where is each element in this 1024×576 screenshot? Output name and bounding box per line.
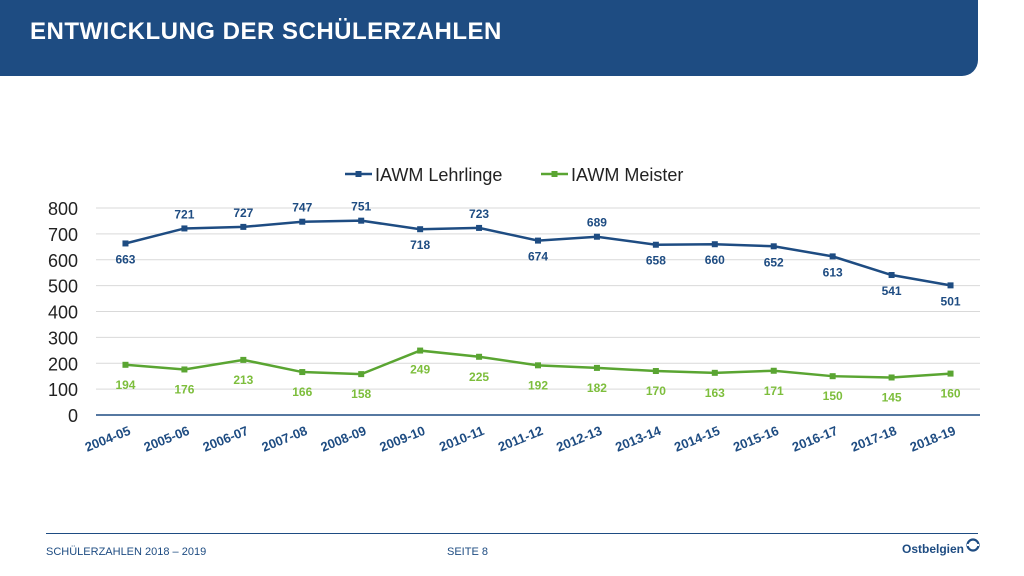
x-tick-label: 2018-19 bbox=[908, 423, 958, 455]
x-tick-label: 2007-08 bbox=[260, 423, 310, 455]
data-point bbox=[593, 233, 600, 240]
data-point bbox=[829, 373, 836, 380]
y-tick-label: 600 bbox=[48, 251, 78, 271]
legend-label: IAWM Meister bbox=[571, 165, 683, 185]
data-point bbox=[947, 282, 954, 289]
data-point bbox=[947, 370, 954, 377]
data-label: 160 bbox=[941, 387, 961, 401]
data-point bbox=[181, 225, 188, 232]
x-tick-label: 2011-12 bbox=[496, 423, 545, 455]
data-label: 663 bbox=[115, 252, 135, 266]
data-point bbox=[299, 218, 306, 225]
data-label: 718 bbox=[410, 238, 430, 252]
data-label: 249 bbox=[410, 363, 430, 377]
data-point bbox=[593, 364, 600, 371]
page-title: ENTWICKLUNG DER SCHÜLERZAHLEN bbox=[30, 18, 502, 45]
data-label: 660 bbox=[705, 253, 725, 267]
data-point bbox=[535, 237, 541, 244]
data-label: 652 bbox=[764, 255, 784, 269]
data-point bbox=[476, 224, 483, 231]
data-point bbox=[652, 368, 659, 375]
data-point bbox=[888, 272, 895, 279]
data-point bbox=[240, 223, 247, 230]
x-tick-label: 2016-17 bbox=[790, 423, 840, 455]
data-label: 541 bbox=[882, 284, 902, 298]
data-label: 170 bbox=[646, 384, 666, 398]
data-label: 171 bbox=[764, 384, 784, 398]
data-label: 145 bbox=[882, 390, 902, 404]
data-label: 150 bbox=[823, 389, 843, 403]
data-label: 751 bbox=[351, 200, 371, 214]
data-point bbox=[888, 374, 895, 381]
data-label: 721 bbox=[174, 207, 194, 221]
data-label: 723 bbox=[469, 207, 489, 221]
data-point bbox=[711, 369, 718, 376]
footer-divider bbox=[46, 533, 978, 534]
data-point bbox=[770, 243, 777, 250]
data-label: 689 bbox=[587, 216, 607, 230]
data-label: 674 bbox=[528, 250, 548, 264]
data-point bbox=[770, 367, 777, 374]
logo-text: Ostbelgien bbox=[902, 542, 965, 556]
data-point bbox=[358, 371, 365, 378]
data-point bbox=[122, 240, 129, 247]
data-point bbox=[299, 369, 306, 376]
legend-marker bbox=[551, 171, 558, 177]
x-tick-label: 2008-09 bbox=[318, 423, 368, 455]
header-bar: ENTWICKLUNG DER SCHÜLERZAHLEN bbox=[0, 0, 978, 76]
data-label: 194 bbox=[115, 378, 135, 392]
data-label: 158 bbox=[351, 387, 371, 401]
data-label: 163 bbox=[705, 386, 725, 400]
legend-marker bbox=[355, 171, 362, 177]
data-label: 176 bbox=[174, 382, 194, 396]
y-tick-label: 400 bbox=[48, 303, 78, 323]
footer-page-number: SEITE 8 bbox=[447, 546, 488, 558]
y-tick-label: 800 bbox=[48, 199, 78, 219]
y-tick-label: 300 bbox=[48, 328, 78, 348]
data-label: 747 bbox=[292, 201, 312, 215]
x-tick-label: 2012-13 bbox=[554, 423, 604, 455]
data-point bbox=[181, 366, 188, 373]
x-tick-label: 2014-15 bbox=[672, 423, 722, 455]
data-point bbox=[652, 241, 659, 248]
data-label: 166 bbox=[292, 385, 312, 399]
x-tick-label: 2017-18 bbox=[849, 423, 899, 455]
data-label: 213 bbox=[233, 373, 253, 387]
data-label: 192 bbox=[528, 378, 548, 392]
footer-document-title: SCHÜLERZAHLEN 2018 – 2019 bbox=[46, 546, 207, 558]
data-label: 613 bbox=[823, 265, 843, 279]
x-tick-label: 2005-06 bbox=[142, 423, 192, 455]
data-label: 182 bbox=[587, 381, 607, 395]
data-point bbox=[417, 226, 424, 233]
data-point bbox=[122, 361, 129, 368]
data-label: 658 bbox=[646, 254, 666, 268]
data-point bbox=[829, 253, 836, 260]
data-point bbox=[417, 347, 424, 354]
x-tick-label: 2013-14 bbox=[613, 423, 664, 455]
x-tick-label: 2010-11 bbox=[437, 423, 486, 455]
x-tick-label: 2009-10 bbox=[377, 423, 427, 455]
logo-mark-icon bbox=[966, 538, 980, 552]
x-tick-label: 2004-05 bbox=[83, 423, 133, 455]
legend-label: IAWM Lehrlinge bbox=[375, 165, 502, 185]
y-tick-label: 500 bbox=[48, 277, 78, 297]
data-label: 727 bbox=[233, 206, 253, 220]
y-tick-label: 100 bbox=[48, 380, 78, 400]
y-tick-label: 700 bbox=[48, 225, 78, 245]
data-point bbox=[240, 356, 247, 363]
data-point bbox=[711, 241, 718, 248]
data-label: 501 bbox=[941, 294, 961, 308]
y-tick-label: 200 bbox=[48, 354, 78, 374]
x-tick-label: 2015-16 bbox=[731, 423, 781, 455]
data-label: 225 bbox=[469, 370, 489, 384]
data-point bbox=[358, 217, 365, 224]
data-point bbox=[476, 353, 483, 360]
y-tick-label: 0 bbox=[68, 406, 78, 426]
x-tick-label: 2006-07 bbox=[201, 423, 251, 455]
data-point bbox=[535, 362, 541, 369]
